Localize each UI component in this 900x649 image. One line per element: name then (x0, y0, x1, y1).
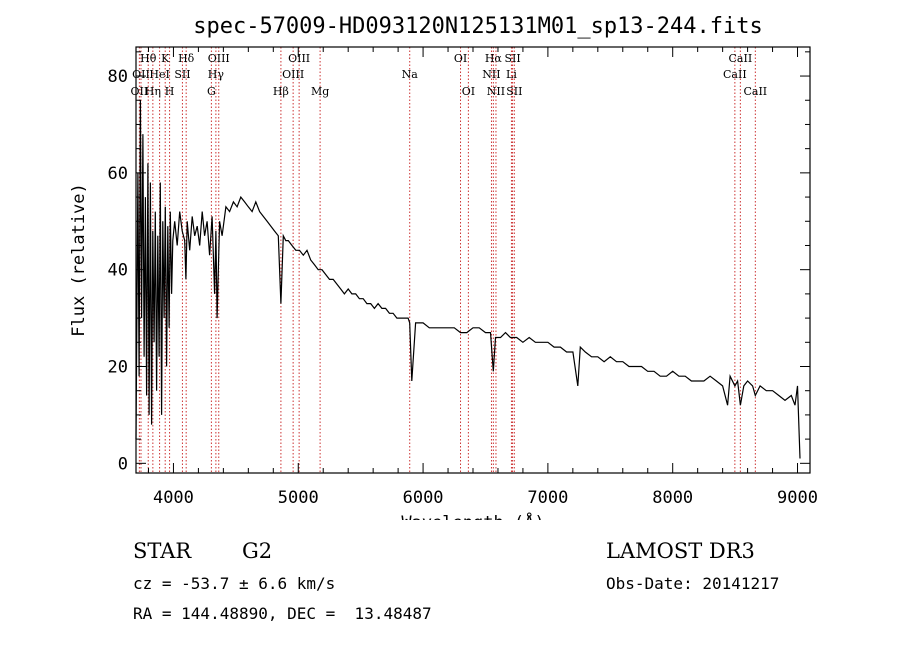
spectral-line-label: Hδ (178, 52, 195, 65)
spectral-line-label: OIII (208, 52, 230, 65)
y-tick-label: 20 (108, 358, 128, 378)
object-class: STAR (133, 539, 192, 563)
observation-date: Obs-Date: 20141217 (606, 574, 780, 593)
spectral-line-label: Na (402, 68, 419, 81)
spectral-line-label: HeI (149, 68, 169, 81)
spectral-line-label: Hβ (273, 85, 289, 98)
x-tick-label: 7000 (527, 488, 568, 508)
spectral-line-label: OII (132, 68, 150, 81)
x-axis-label: Wavelength (Å) (401, 511, 544, 520)
x-tick-label: 4000 (153, 488, 194, 508)
plot-frame (135, 46, 811, 474)
spectral-line-label: Hγ (208, 68, 225, 81)
spectral-line-label: CaII (743, 85, 767, 98)
y-tick-label: 60 (108, 164, 128, 184)
x-tick-label: 8000 (652, 488, 693, 508)
y-tick-label: 40 (108, 261, 128, 281)
spectral-line-label: G (207, 85, 216, 98)
spectral-line-label: OII (131, 85, 149, 98)
y-tick-label: 0 (118, 454, 128, 474)
spectral-line-label: K (161, 52, 170, 65)
spectral-line-label: OIII (282, 68, 304, 81)
x-tick-label: 9000 (777, 488, 818, 508)
spectral-line-label: OI (462, 85, 475, 98)
object-subclass: G2 (242, 539, 273, 563)
spectrum-series-line (135, 100, 801, 459)
spectral-line-label: CaII (729, 52, 753, 65)
spectral-line-label: Hα (485, 52, 503, 65)
y-axis: 0 20 40 60 80 (108, 51, 810, 474)
spectral-line-label: CaII (723, 68, 747, 81)
spectral-line-label: Hη (145, 85, 161, 98)
spectral-line-label: Mg (311, 85, 329, 98)
survey-label: LAMOST DR3 (606, 539, 755, 563)
coordinates: RA = 144.48890, DEC = 13.48487 (133, 604, 432, 623)
redshift-velocity: cz = -53.7 ± 6.6 km/s (133, 574, 336, 593)
y-axis-label: Flux (relative) (69, 183, 89, 337)
spectrum-chart: spec-57009-HD093120N125131M01_sp13-244.f… (69, 14, 818, 520)
x-axis: 4000 5000 6000 7000 8000 9000 (147, 47, 818, 508)
spectral-line-label: H (165, 85, 175, 98)
spectral-line-label: SII (174, 68, 190, 81)
chart-title: spec-57009-HD093120N125131M01_sp13-244.f… (193, 14, 763, 39)
spectral-line-label: NII (482, 68, 500, 81)
spectral-line-label: SII (504, 52, 520, 65)
y-tick-label: 80 (108, 67, 128, 87)
spectral-line-label: OIII (288, 52, 310, 65)
x-tick-label: 5000 (278, 488, 319, 508)
x-tick-label: 6000 (403, 488, 444, 508)
spectral-line-label: Li (506, 68, 517, 81)
spectral-line-label: Hθ (140, 52, 157, 65)
spectral-line-label: SII (506, 85, 522, 98)
spectral-line-label: NII (487, 85, 505, 98)
spectral-line-label: OI (454, 52, 467, 65)
spectral-line-markers (138, 47, 756, 473)
